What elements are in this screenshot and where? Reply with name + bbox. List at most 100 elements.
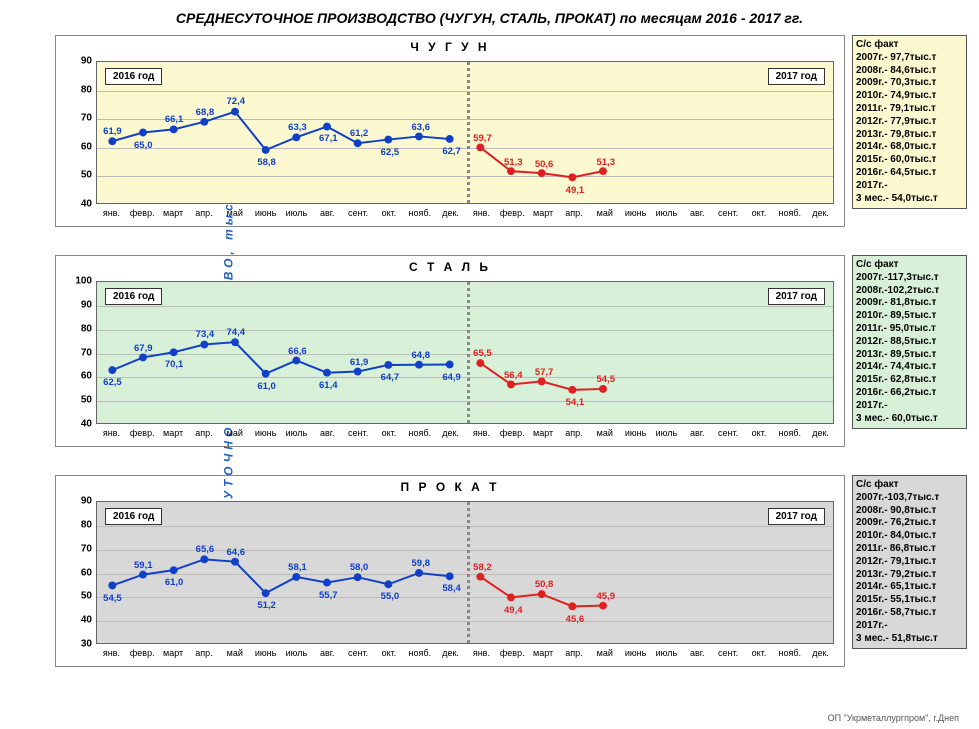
x-tick-label: янв. xyxy=(473,648,490,658)
side-stats-line: 3 мес.- 51,8тыс.т xyxy=(856,633,963,646)
x-tick-label: окт. xyxy=(382,648,397,658)
x-tick-label: янв. xyxy=(103,648,120,658)
x-tick-label: июнь xyxy=(255,428,276,438)
x-tick-label: сент. xyxy=(348,648,368,658)
chart-svg xyxy=(97,282,833,423)
x-tick-label: апр. xyxy=(195,648,212,658)
x-labels: янв. февр. март апр. май июнь июль авг. сент. окт… xyxy=(96,208,834,222)
x-tick-label: окт. xyxy=(752,208,767,218)
side-stats-line: 2009г.- 76,2тыс.т xyxy=(856,517,963,530)
x-tick-label: дек. xyxy=(812,208,829,218)
x-tick-label: янв. xyxy=(473,428,490,438)
chart-svg xyxy=(97,502,833,643)
side-stats-line: 2017г.- xyxy=(856,180,963,193)
x-tick-label: май xyxy=(227,208,243,218)
x-tick-label: июнь xyxy=(625,208,646,218)
side-stats-line: 2015г.- 62,8тыс.т xyxy=(856,374,963,387)
x-tick-label: авг. xyxy=(320,428,334,438)
plot-region: 2016 год2017 год61,965,066,168,872,458,8… xyxy=(96,61,834,204)
side-stats-line: 2015г.- 55,1тыс.т xyxy=(856,594,963,607)
x-tick-label: июнь xyxy=(255,208,276,218)
side-stats-box: С/с факт2007г.-117,3тыс.т2008г.-102,2тыс… xyxy=(852,255,967,429)
side-stats-line: 2014г.- 68,0тыс.т xyxy=(856,141,963,154)
chart-block: П Р О К А Т304050607080902016 год2017 го… xyxy=(55,475,845,667)
x-tick-label: май xyxy=(597,648,613,658)
side-stats-line: 2016г.- 66,2тыс.т xyxy=(856,387,963,400)
chart-title: Ч У Г У Н xyxy=(56,36,844,56)
y-tick-label: 90 xyxy=(66,496,92,507)
x-tick-label: авг. xyxy=(690,208,704,218)
side-stats-line: 2013г.- 79,2тыс.т xyxy=(856,569,963,582)
x-tick-label: дек. xyxy=(442,428,459,438)
x-tick-label: окт. xyxy=(382,428,397,438)
side-stats-line: 2011г.- 95,0тыс.т xyxy=(856,323,963,336)
side-stats-header: С/с факт xyxy=(856,479,963,492)
side-stats-line: 2012г.- 77,9тыс.т xyxy=(856,116,963,129)
x-tick-label: июнь xyxy=(255,648,276,658)
chart-svg xyxy=(97,62,833,203)
side-stats-line: 2016г.- 58,7тыс.т xyxy=(856,607,963,620)
chart-block: С Т А Л Ь4050607080901002016 год2017 год… xyxy=(55,255,845,447)
y-tick-label: 60 xyxy=(66,371,92,382)
x-tick-label: дек. xyxy=(812,648,829,658)
x-tick-label: март xyxy=(163,208,183,218)
x-tick-label: июль xyxy=(656,428,678,438)
x-tick-label: май xyxy=(227,428,243,438)
side-stats-line: 2012г.- 88,5тыс.т xyxy=(856,336,963,349)
x-tick-label: июль xyxy=(286,648,308,658)
x-tick-label: апр. xyxy=(565,648,582,658)
side-stats-line: 2010г.- 74,9тыс.т xyxy=(856,90,963,103)
x-tick-label: авг. xyxy=(320,208,334,218)
x-tick-label: июнь xyxy=(625,648,646,658)
side-stats-line: 2009г.- 81,8тыс.т xyxy=(856,297,963,310)
y-tick-label: 30 xyxy=(66,639,92,650)
plot-region: 2016 год2017 год62,567,970,173,474,461,0… xyxy=(96,281,834,424)
side-stats-line: 2010г.- 89,5тыс.т xyxy=(856,310,963,323)
side-stats-line: 2007г.- 97,7тыс.т xyxy=(856,52,963,65)
x-tick-label: нояб. xyxy=(408,208,431,218)
x-tick-label: сент. xyxy=(348,428,368,438)
x-tick-label: апр. xyxy=(565,208,582,218)
side-stats-line: 2007г.-117,3тыс.т xyxy=(856,272,963,285)
y-tick-label: 70 xyxy=(66,347,92,358)
x-tick-label: авг. xyxy=(690,648,704,658)
x-tick-label: окт. xyxy=(382,208,397,218)
y-tick-label: 80 xyxy=(66,84,92,95)
x-labels: янв.февр.мартапр.майиюньиюльавг.сент.окт… xyxy=(96,648,834,662)
side-stats-header: С/с факт xyxy=(856,259,963,272)
x-tick-label: июль xyxy=(656,648,678,658)
chart-block: Ч У Г У Н4050607080902016 год2017 год61,… xyxy=(55,35,845,227)
y-tick-label: 90 xyxy=(66,56,92,67)
y-tick-label: 60 xyxy=(66,141,92,152)
side-stats-line: 2015г.- 60,0тыс.т xyxy=(856,154,963,167)
x-tick-label: янв. xyxy=(103,208,120,218)
x-tick-label: нояб. xyxy=(778,648,801,658)
x-tick-label: апр. xyxy=(565,428,582,438)
x-tick-label: февр. xyxy=(500,208,525,218)
y-tick-label: 40 xyxy=(66,419,92,430)
side-stats-line: 2008г.- 84,6тыс.т xyxy=(856,65,963,78)
y-tick-label: 60 xyxy=(66,567,92,578)
y-tick-label: 40 xyxy=(66,199,92,210)
side-stats-line: 3 мес.- 60,0тыс.т xyxy=(856,413,963,426)
x-tick-label: янв. xyxy=(103,428,120,438)
side-stats-line: 2011г.- 79,1тыс.т xyxy=(856,103,963,116)
x-tick-label: июнь xyxy=(625,428,646,438)
side-stats-line: 2009г.- 70,3тыс.т xyxy=(856,77,963,90)
x-tick-label: сент. xyxy=(718,208,738,218)
side-stats-line: 2017г.- xyxy=(856,620,963,633)
x-tick-label: февр. xyxy=(130,648,155,658)
side-stats-line: 2013г.- 79,8тыс.т xyxy=(856,129,963,142)
chart-area: 4050607080902016 год2017 год61,965,066,1… xyxy=(56,56,844,226)
x-tick-label: июль xyxy=(656,208,678,218)
x-tick-label: апр. xyxy=(195,428,212,438)
side-stats-line: 2012г.- 79,1тыс.т xyxy=(856,556,963,569)
x-tick-label: авг. xyxy=(320,648,334,658)
x-tick-label: янв. xyxy=(473,208,490,218)
side-stats-line: 2013г.- 89,5тыс.т xyxy=(856,349,963,362)
chart-area: 304050607080902016 год2017 год54,559,161… xyxy=(56,496,844,666)
x-tick-label: нояб. xyxy=(778,208,801,218)
y-tick-label: 100 xyxy=(66,276,92,287)
x-tick-label: июль xyxy=(286,428,308,438)
side-stats-line: 2016г.- 64,5тыс.т xyxy=(856,167,963,180)
